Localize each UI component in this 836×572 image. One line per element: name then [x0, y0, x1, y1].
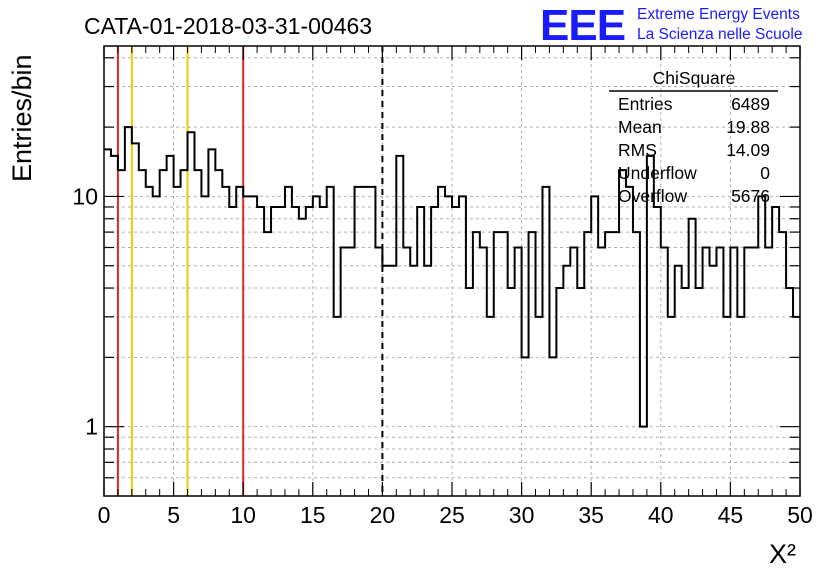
x-tick-label: 40 — [648, 502, 674, 528]
eee-logo: EEE — [540, 1, 625, 50]
stats-label: Mean — [618, 117, 662, 137]
y-tick-label: 10 — [72, 183, 98, 209]
stats-title: ChiSquare — [653, 68, 736, 88]
stats-box: ChiSquare Entries 6489 Mean 19.88 RMS 14… — [609, 68, 778, 206]
stats-label: Overflow — [618, 186, 687, 206]
y-axis-label: Entries/bin — [7, 54, 37, 182]
brand-line-1: Extreme Energy Events — [637, 6, 800, 23]
stats-label: Underflow — [618, 163, 697, 183]
x-tick-label: 0 — [98, 502, 111, 528]
stats-label: Entries — [618, 94, 673, 114]
stats-value: 19.88 — [726, 117, 770, 137]
stats-value: 14.09 — [726, 140, 770, 160]
x-tick-label: 25 — [439, 502, 465, 528]
brand-line-2: La Scienza nelle Scuole — [637, 26, 802, 43]
x-tick-label: 15 — [300, 502, 326, 528]
y-tick-label: 1 — [85, 414, 98, 440]
x-tick-label: 30 — [509, 502, 535, 528]
x-tick-label: 35 — [578, 502, 604, 528]
axis-ticks: 0 5 10 15 20 25 30 35 40 45 50 1 10 — [72, 46, 813, 528]
x-tick-label: 45 — [718, 502, 744, 528]
x-tick-label: 10 — [230, 502, 256, 528]
x-tick-label: 50 — [787, 502, 813, 528]
stats-value: 0 — [760, 163, 770, 183]
x-tick-label: 20 — [370, 502, 396, 528]
x-axis-label: X² — [769, 539, 796, 569]
marker-lines — [116, 46, 384, 496]
histogram-series — [104, 126, 800, 428]
stats-value: 6489 — [731, 94, 770, 114]
plot-title: CATA-01-2018-03-31-00463 — [84, 13, 372, 39]
stats-value: 5676 — [731, 186, 770, 206]
stats-label: RMS — [618, 140, 657, 160]
x-tick-label: 5 — [167, 502, 180, 528]
